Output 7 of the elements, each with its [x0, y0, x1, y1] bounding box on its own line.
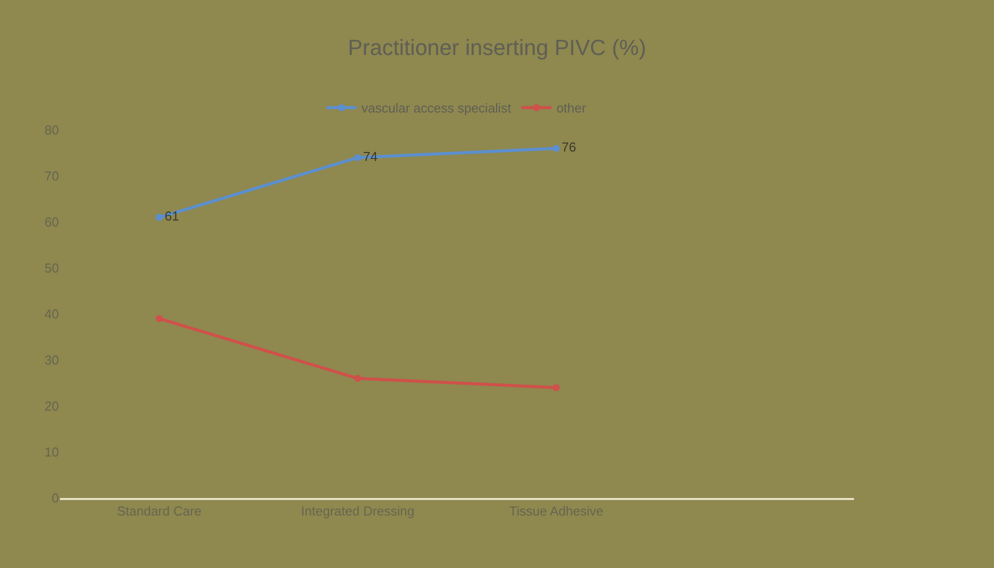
data-label: 76	[562, 140, 576, 155]
point	[156, 214, 163, 221]
point	[354, 374, 362, 382]
point	[552, 384, 560, 392]
point	[552, 144, 560, 152]
point	[156, 315, 163, 322]
point	[354, 154, 362, 162]
